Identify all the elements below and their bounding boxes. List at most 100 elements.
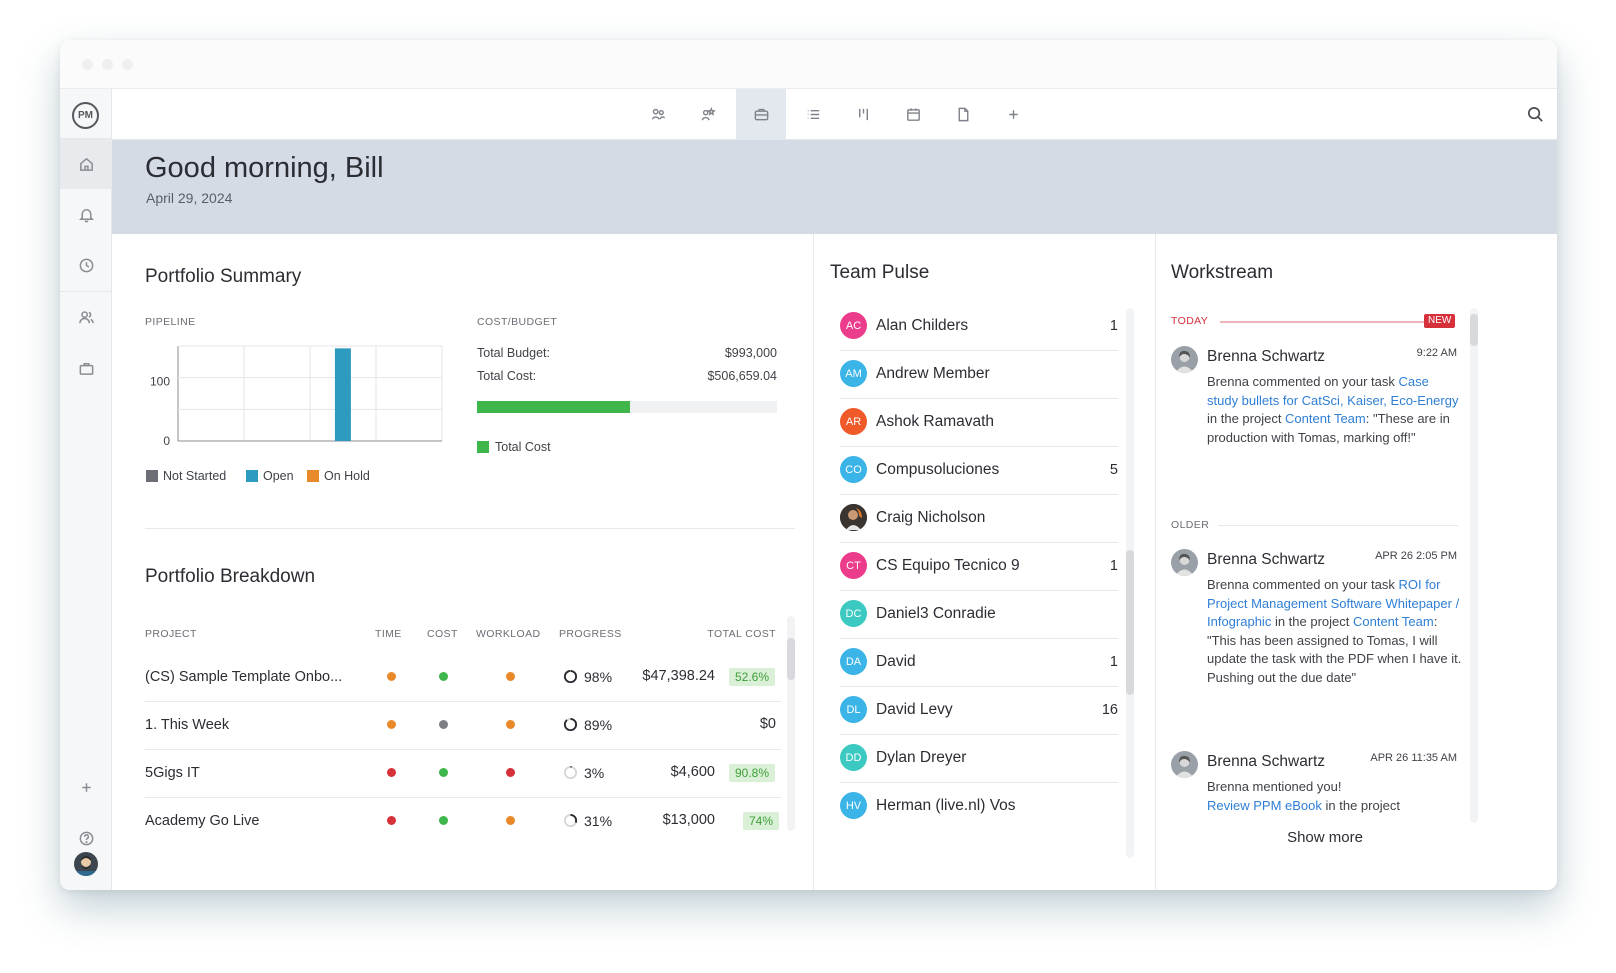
sidebar-item-timesheets[interactable] — [60, 240, 112, 290]
team-member-avatar[interactable]: DD — [840, 744, 867, 771]
cost-status-dot — [439, 768, 448, 777]
window-zoom-button[interactable] — [122, 59, 133, 70]
workstream-scrollbar-thumb[interactable] — [1470, 314, 1478, 346]
team-member-avatar[interactable]: DA — [840, 648, 867, 675]
add-view-button[interactable] — [988, 89, 1038, 140]
sidebar-item-portfolio[interactable] — [60, 343, 112, 393]
avatar-photo-icon — [1175, 350, 1194, 373]
team-member-name[interactable]: Dylan Dreyer — [876, 749, 967, 766]
legend-swatch-open — [246, 470, 258, 482]
team-member-avatar[interactable]: DL — [840, 696, 867, 723]
ws-timestamp: APR 26 2:05 PM — [1375, 550, 1457, 562]
col-time[interactable]: TIME — [375, 628, 402, 640]
legend-swatch-not-started — [146, 470, 158, 482]
team-member-name[interactable]: Herman (live.nl) Vos — [876, 797, 1016, 814]
ws-item-text: Brenna mentioned you! Review PPM eBook i… — [1207, 778, 1462, 815]
team-member-avatar[interactable] — [840, 504, 867, 531]
workload-status-dot — [506, 672, 515, 681]
sidebar-item-home[interactable] — [60, 139, 112, 189]
ws-avatar-brenna[interactable] — [1171, 549, 1198, 576]
view-calendar-button[interactable] — [888, 89, 938, 140]
ws-item-text: Brenna commented on your task ROI for Pr… — [1207, 576, 1462, 687]
col-project[interactable]: PROJECT — [145, 628, 197, 640]
team-member-name[interactable]: Compusoluciones — [876, 461, 1000, 478]
project-name[interactable]: Academy Go Live — [145, 813, 260, 829]
app-window: PM — [60, 40, 1557, 890]
team-member-avatar[interactable]: AR — [840, 408, 867, 435]
bell-icon — [78, 208, 94, 222]
team-member-avatar[interactable]: CO — [840, 456, 867, 483]
ws-author[interactable]: Brenna Schwartz — [1207, 753, 1326, 770]
team-row-divider — [840, 494, 1118, 495]
sidebar-item-notifications[interactable] — [60, 189, 112, 239]
team-pulse-scrollbar-thumb[interactable] — [1126, 550, 1134, 695]
view-team-button[interactable] — [683, 89, 733, 140]
team-member-name[interactable]: Craig Nicholson — [876, 509, 986, 526]
col-total-cost[interactable]: TOTAL COST — [707, 628, 776, 640]
ws-text-part: : "This has been assigned to Tomas, I wi… — [1207, 614, 1462, 685]
ws-avatar-brenna[interactable] — [1171, 751, 1198, 778]
pm-logo-text: PM — [78, 110, 93, 121]
ws-text-part: in the project — [1321, 797, 1400, 813]
avatar-photo-icon — [1175, 755, 1194, 778]
ws-text-part: in the project — [1207, 411, 1286, 426]
ws-project-link[interactable]: Content Team — [1352, 614, 1434, 629]
user-avatar[interactable] — [74, 852, 98, 876]
team-member-name[interactable]: Ashok Ramavath — [876, 413, 995, 430]
pm-logo[interactable]: PM — [72, 102, 99, 129]
col-progress[interactable]: PROGRESS — [559, 628, 622, 640]
sidebar-add-button[interactable] — [60, 762, 112, 812]
team-member-name[interactable]: Alan Childers — [876, 317, 969, 334]
ws-task-link[interactable]: Case study bullets for CatSci, Kaiser, E… — [1207, 374, 1459, 408]
section-divider — [145, 528, 795, 529]
view-board-button[interactable] — [838, 89, 888, 140]
avatar-initials: DA — [845, 655, 862, 668]
team-row-divider — [840, 542, 1118, 543]
ws-avatar-brenna[interactable] — [1171, 346, 1198, 373]
col-cost[interactable]: COST — [427, 628, 458, 640]
progress-value: 31% — [584, 813, 613, 829]
ws-project-link[interactable]: Content Team — [1285, 411, 1366, 426]
ws-task-link[interactable]: ROI for Project Management Software Whit… — [1207, 577, 1460, 629]
project-name[interactable]: 5Gigs IT — [145, 765, 200, 781]
project-name[interactable]: 1. This Week — [145, 717, 230, 733]
team-member-avatar[interactable]: AM — [840, 360, 867, 387]
ws-author[interactable]: Brenna Schwartz — [1207, 551, 1326, 568]
window-close-button[interactable] — [82, 59, 93, 70]
team-member-name[interactable]: David — [876, 653, 916, 670]
project-name[interactable]: (CS) Sample Template Onbo... — [145, 669, 343, 685]
team-star-icon — [701, 106, 716, 121]
sidebar-item-team[interactable] — [60, 292, 112, 342]
view-files-button[interactable] — [938, 89, 988, 140]
team-member-avatar[interactable]: HV — [840, 792, 867, 819]
team-member-avatar[interactable]: AC — [840, 312, 867, 339]
sidebar-help-button[interactable] — [60, 813, 112, 863]
view-people-button[interactable] — [633, 89, 683, 140]
avatar-initials: AC — [845, 319, 862, 332]
workstream-scrollbar[interactable] — [1470, 308, 1478, 823]
view-list-button[interactable] — [788, 89, 838, 140]
pipeline-label: PIPELINE — [145, 316, 196, 328]
cost-percent-badge: 52.6% — [729, 668, 776, 686]
row-divider — [145, 797, 781, 798]
team-member-avatar[interactable]: CT — [840, 552, 867, 579]
team-member-name[interactable]: Andrew Member — [876, 365, 990, 382]
view-portfolio-button[interactable] — [736, 89, 786, 140]
ws-author[interactable]: Brenna Schwartz — [1207, 348, 1326, 365]
team-member-name[interactable]: CS Equipo Tecnico 9 — [876, 557, 1020, 574]
breakdown-scrollbar-thumb[interactable] — [787, 638, 795, 680]
ws-task-link[interactable]: Review PPM eBook — [1207, 797, 1322, 813]
window-minimize-button[interactable] — [102, 59, 113, 70]
show-more-button[interactable]: Show more — [1287, 829, 1363, 846]
sidebar-divider — [60, 138, 112, 139]
cost-percent-badge: 90.8% — [729, 764, 776, 782]
search-button[interactable] — [1526, 105, 1545, 124]
col-workload[interactable]: WORKLOAD — [476, 628, 541, 640]
team-member-avatar[interactable]: DC — [840, 600, 867, 627]
team-member-name[interactable]: David Levy — [876, 701, 953, 718]
breakdown-scrollbar[interactable] — [787, 616, 795, 831]
clock-icon — [79, 258, 93, 272]
greeting-title: Good morning, Bill — [145, 152, 384, 184]
briefcase-icon — [754, 108, 768, 121]
team-member-name[interactable]: Daniel3 Conradie — [876, 605, 996, 622]
